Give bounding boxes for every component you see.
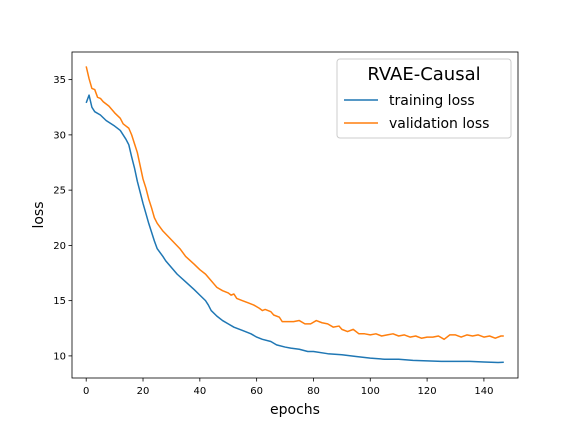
x-tick-label: 140 [474, 386, 493, 397]
y-tick-label: 30 [53, 130, 66, 141]
x-tick-label: 20 [137, 386, 150, 397]
y-tick-label: 25 [53, 186, 66, 197]
x-axis-ticks: 0 20 40 60 80 100 120 140 [83, 378, 493, 397]
series-line-validation-loss [85, 66, 504, 341]
x-tick-label: 100 [361, 386, 380, 397]
legend-label-training-loss: training loss [389, 93, 475, 109]
x-axis-label: epochs [270, 402, 320, 418]
x-tick-label: 60 [250, 386, 263, 397]
legend-title: RVAE-Causal [367, 64, 480, 85]
y-tick-label: 10 [53, 351, 66, 362]
series-layer [85, 66, 504, 364]
x-tick-label: 80 [307, 386, 320, 397]
legend: RVAE-Causal training loss validation loss [336, 58, 512, 139]
x-tick-label: 120 [418, 386, 437, 397]
plot-frame [71, 51, 519, 379]
y-tick-label: 15 [53, 296, 66, 307]
y-axis-ticks: 10 15 20 25 30 35 [53, 75, 72, 362]
x-tick-label: 40 [193, 386, 206, 397]
legend-label-validation-loss: validation loss [389, 116, 489, 132]
y-tick-label: 20 [53, 241, 66, 252]
y-axis-label: loss [31, 201, 47, 228]
y-tick-label: 35 [53, 75, 66, 86]
legend-entries: training loss validation loss [344, 93, 489, 132]
x-tick-label: 0 [83, 386, 89, 397]
series-line-training-loss [85, 94, 504, 364]
legend-box [336, 58, 512, 139]
